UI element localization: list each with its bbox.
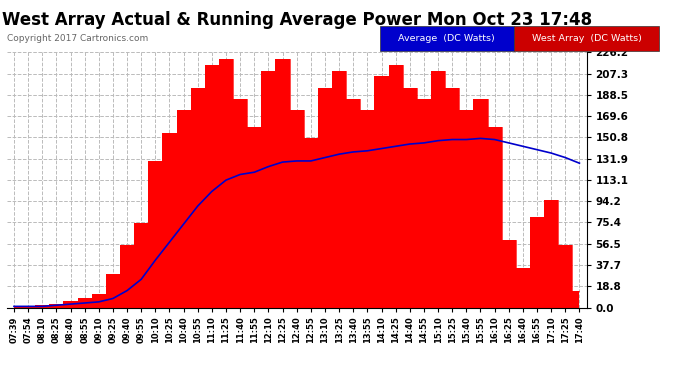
Text: Copyright 2017 Cartronics.com: Copyright 2017 Cartronics.com <box>7 34 148 43</box>
Text: West Array Actual & Running Average Power Mon Oct 23 17:48: West Array Actual & Running Average Powe… <box>1 11 592 29</box>
Text: Average  (DC Watts): Average (DC Watts) <box>398 34 495 43</box>
Text: West Array  (DC Watts): West Array (DC Watts) <box>531 34 642 43</box>
